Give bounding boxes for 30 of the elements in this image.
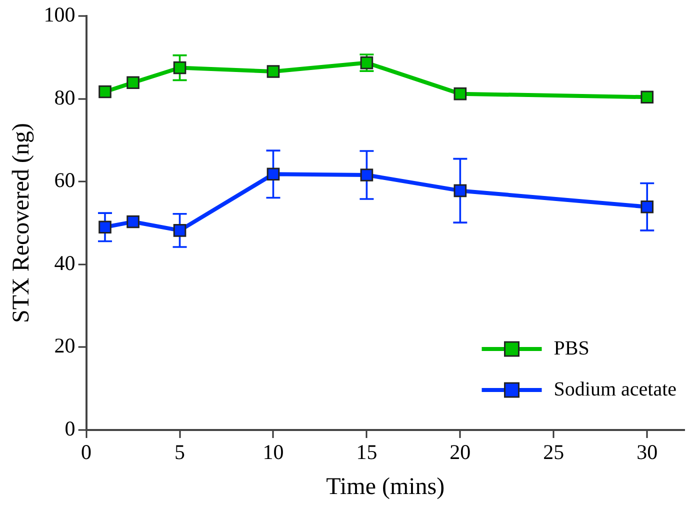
y-tick-label: 100 — [44, 2, 76, 27]
point — [454, 184, 467, 198]
x-tick-label: 5 — [174, 440, 186, 464]
legend-label: PBS — [554, 337, 590, 360]
x-axis-title: Time (mins) — [326, 474, 445, 500]
y-tick-label: 80 — [54, 85, 76, 110]
x-tick-label: 30 — [636, 440, 658, 464]
point — [454, 87, 467, 100]
point — [126, 76, 140, 90]
y-tick-label: 40 — [54, 250, 76, 275]
x-tick-label: 25 — [543, 440, 564, 464]
x-tick-label: 15 — [356, 440, 378, 464]
x-tick-label: 20 — [450, 440, 471, 464]
x-tick-label: 0 — [81, 440, 92, 464]
point — [173, 224, 186, 237]
y-axis-title: STX Recovered (ng) — [8, 123, 35, 323]
point — [98, 85, 112, 98]
point — [173, 61, 186, 74]
point — [126, 215, 140, 228]
y-tick-label: 0 — [64, 416, 76, 441]
y-tick-label: 60 — [54, 168, 76, 192]
point — [266, 168, 280, 181]
x-tick-label: 10 — [262, 440, 284, 464]
point — [640, 200, 654, 214]
point — [360, 168, 374, 182]
point — [98, 220, 112, 234]
point — [266, 65, 280, 78]
point — [640, 90, 654, 104]
y-tick-label: 20 — [54, 334, 76, 358]
legend-label: Sodium acetate — [554, 378, 677, 400]
